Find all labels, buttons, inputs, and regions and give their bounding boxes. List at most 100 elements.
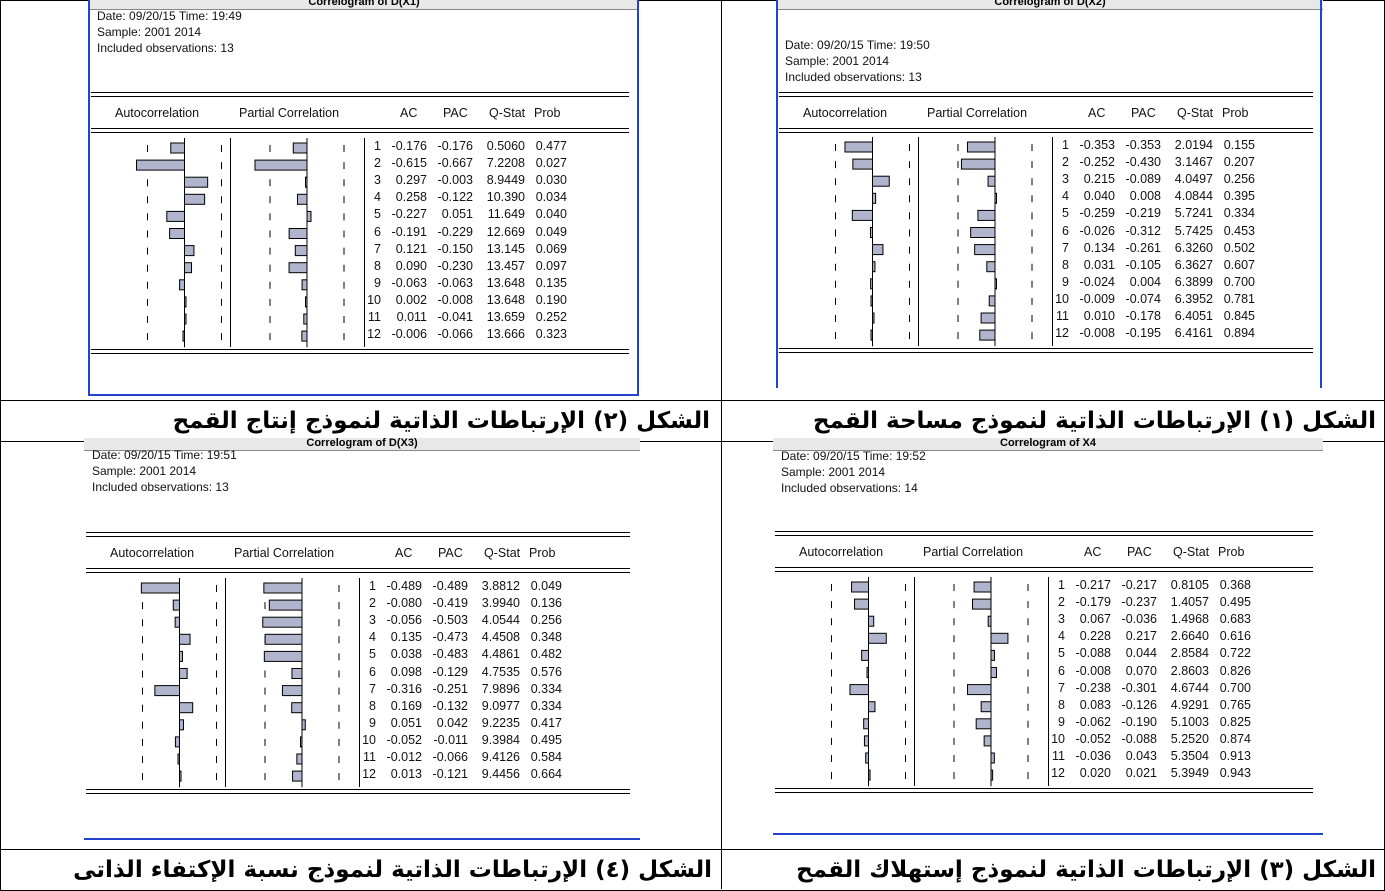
row-prob-value: 0.765: [1219, 697, 1251, 712]
row-pac-value: -0.430: [1125, 155, 1161, 170]
row-lag: 8: [1062, 257, 1069, 272]
column-header-prob: Prob: [1222, 106, 1249, 120]
window-title: Correlogram of D(X1): [308, 0, 420, 8]
row-pac-value: -0.667: [437, 156, 473, 171]
row-lag: 12: [362, 767, 376, 782]
row-qstat-value: 3.1467: [1174, 155, 1213, 170]
ac-bar-lag-8: [868, 701, 876, 713]
pac-bar-lag-4: [990, 632, 1009, 644]
row-qstat-value: 13.648: [486, 275, 525, 290]
window-border-bottom-dx3: [84, 838, 640, 840]
row-lag: 4: [1058, 629, 1065, 644]
pac-bar-lag-3: [305, 176, 308, 188]
row-lag: 7: [369, 681, 376, 696]
row-ac-value: -0.217: [1075, 578, 1111, 592]
caption-figure-4: الشكل (٤) الإرتباطات الذاتية لنموذج نسبة…: [73, 857, 712, 883]
row-ac-value: -0.009: [1079, 291, 1115, 306]
row-prob-value: 0.664: [530, 767, 562, 782]
pac-bar-lag-8: [291, 702, 303, 714]
pac-bar-lag-8: [980, 701, 992, 713]
row-prob-value: 0.049: [530, 579, 562, 593]
row-lag: 12: [1055, 326, 1069, 341]
row-pac-value: -0.036: [1121, 612, 1157, 627]
pac-bar-lag-10: [305, 296, 308, 308]
row-ac-value: 0.297: [392, 173, 427, 188]
row-ac-value: -0.063: [391, 275, 427, 290]
row-ac-value: -0.062: [1075, 714, 1111, 729]
column-header-qstat: Q-Stat: [1177, 106, 1214, 120]
ac-bar-lag-6: [869, 227, 874, 238]
row-ac-value: 0.051: [387, 715, 422, 730]
row-lag: 6: [1062, 223, 1069, 238]
pac-bar-lag-1: [966, 141, 996, 153]
row-prob-value: 0.334: [530, 681, 562, 696]
ac-bar-lag-12: [182, 330, 185, 342]
row-qstat-value: 13.457: [486, 258, 525, 273]
row-prob-value: 0.477: [535, 139, 567, 153]
ac-bar-lag-12: [868, 769, 871, 781]
row-ac-value: 0.215: [1080, 172, 1115, 187]
row-prob-value: 0.190: [535, 292, 567, 307]
row-pac-value: 0.042: [433, 715, 468, 730]
sample-line: Sample: 2001 2014: [92, 464, 197, 478]
correlogram-panel-dx3: Correlogram of D(X3) Date: 09/20/15 Time:…: [84, 438, 640, 840]
row-lag: 2: [369, 596, 376, 611]
correlogram-panel-dx2: Correlogram of D(X2) Date: 09/20/15 Time:…: [777, 0, 1323, 388]
pac-bar-lag-9: [301, 719, 306, 731]
pac-bar-lag-9: [975, 718, 992, 730]
ac-bar-lag-2: [172, 599, 181, 611]
row-pac-value: -0.178: [1125, 309, 1161, 323]
column-header-ac: AC: [1084, 545, 1102, 559]
row-prob-value: 0.027: [535, 156, 567, 171]
row-pac-value: 0.070: [1122, 663, 1157, 678]
window-title-bar: Correlogram of X4: [773, 438, 1323, 451]
window-title-bar: Correlogram of D(X3): [84, 438, 640, 451]
ac-bar-lag-7: [154, 685, 180, 697]
ac-bar-lag-12: [870, 329, 873, 341]
row-qstat-value: 13.145: [486, 241, 525, 256]
date-time-line: Date: 09/20/15 Time: 19:50: [785, 38, 930, 52]
pac-bar-lag-2: [254, 159, 308, 171]
ac-bar-lag-11: [872, 312, 875, 324]
row-lag: 1: [369, 579, 376, 593]
pac-bar-lag-11: [990, 752, 995, 764]
row-qstat-value: 8.9449: [486, 173, 525, 188]
ac-bar-lag-3: [872, 175, 890, 187]
row-pac-value: 0.021: [1122, 766, 1157, 781]
ac-bar-lag-5: [179, 650, 183, 662]
row-pac-value: -0.237: [1121, 595, 1157, 610]
ac-bar-lag-11: [184, 313, 187, 325]
window-border-left-dx1: [88, 0, 90, 396]
sample-line: Sample: 2001 2014: [785, 54, 890, 68]
window-title: Correlogram of X4: [1000, 438, 1096, 449]
row-ac-value: 0.169: [387, 698, 422, 713]
pac-bar-lag-3: [987, 175, 996, 187]
ac-bar-lag-4: [184, 193, 206, 205]
window-border-left-dx2: [776, 0, 778, 388]
row-pac-value: -0.261: [1125, 240, 1161, 255]
ac-bar-lag-4: [179, 633, 191, 645]
row-prob-value: 0.913: [1219, 749, 1251, 763]
column-header-autocorrelation: Autocorrelation: [803, 106, 888, 120]
ac-bar-lag-8: [184, 262, 193, 274]
row-prob-value: 0.825: [1219, 714, 1251, 729]
column-header-prob: Prob: [534, 106, 561, 120]
ac-bar-lag-10: [174, 736, 181, 748]
ac-bar-lag-10: [184, 296, 187, 308]
ac-bar-lag-9: [179, 279, 185, 291]
row-ac-value: 0.134: [1080, 240, 1115, 255]
row-prob-value: 0.453: [1223, 223, 1255, 238]
window-title: Correlogram of D(X3): [306, 438, 418, 449]
ac-bar-lag-2: [136, 159, 185, 171]
row-prob-value: 0.943: [1219, 766, 1251, 781]
pac-bar-lag-4: [296, 193, 308, 205]
caption-figure-1: الشكل (١) الإرتباطات الذاتية لنموذج مساح…: [812, 408, 1376, 434]
row-pac-value: -0.150: [437, 241, 473, 256]
row-prob-value: 0.135: [535, 275, 567, 290]
row-lag: 10: [1051, 731, 1065, 746]
row-ac-value: 0.013: [387, 767, 422, 782]
ac-bar-lag-5: [166, 210, 185, 222]
row-prob-value: 0.700: [1223, 274, 1255, 289]
row-qstat-value: 7.2208: [486, 156, 525, 171]
column-header-ac: AC: [395, 546, 413, 560]
